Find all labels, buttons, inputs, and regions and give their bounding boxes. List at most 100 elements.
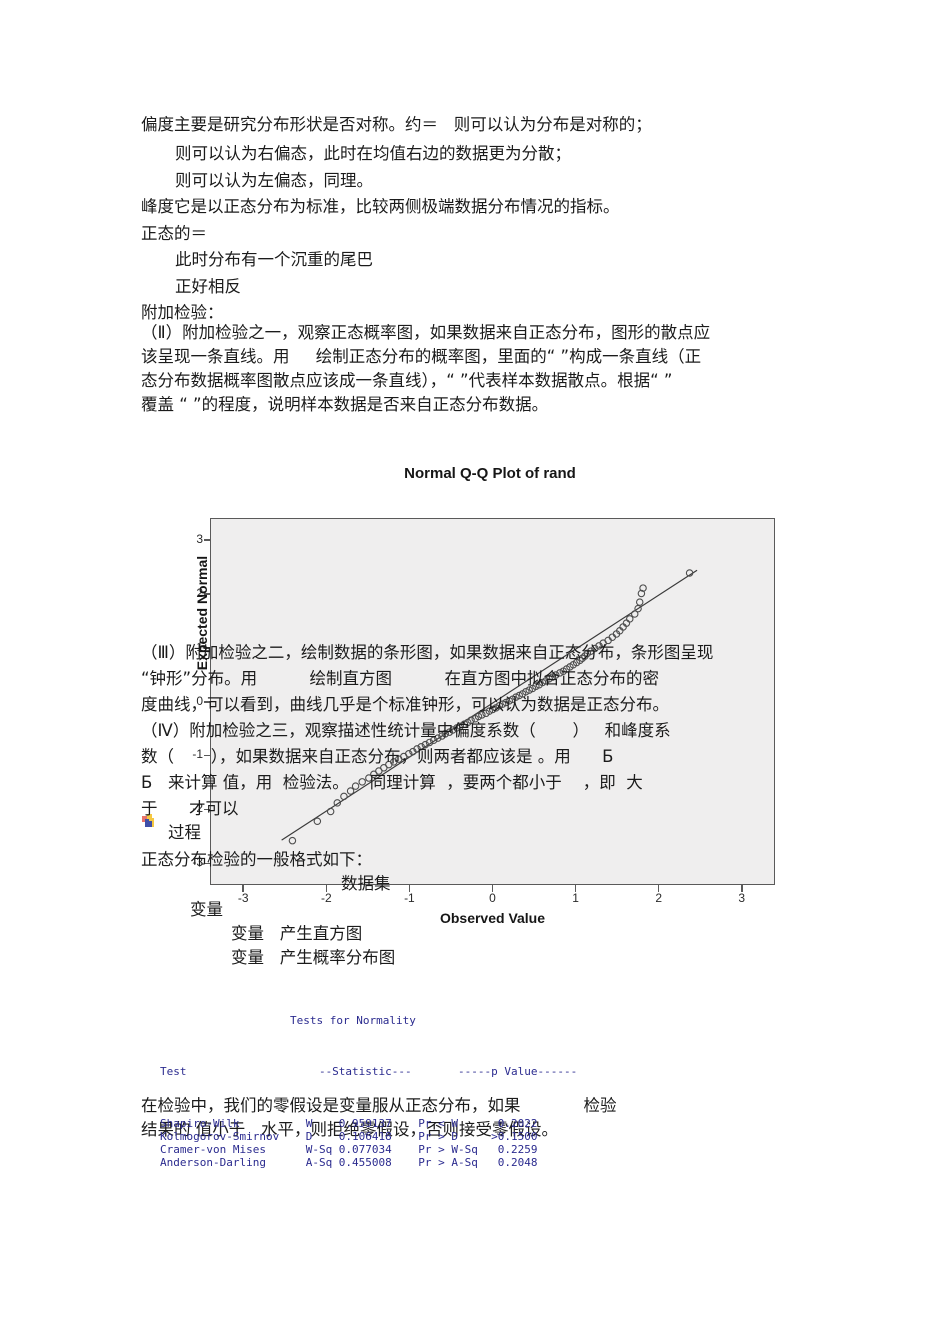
paragraph-p22: 数据集 (341, 874, 391, 893)
paragraph-p2: 则可以认为右偏态，此时在均值右边的数据更为分散； (175, 144, 571, 163)
data-point (635, 598, 644, 606)
paragraph-p1: 偏度主要是研究分布形状是否对称。约＝ 则可以认为分布是对称的； (141, 115, 652, 134)
paragraph-p26: 在检验中，我们的零假设是变量服从正态分布，如果 检验 (141, 1096, 617, 1115)
x-tick-label: 2 (655, 891, 663, 905)
data-point (425, 738, 434, 747)
data-point (421, 740, 430, 749)
data-point (434, 734, 442, 742)
data-point (449, 726, 457, 734)
paragraph-p23: 变量 (190, 900, 223, 919)
y-tick-label: -1 (192, 747, 203, 762)
paragraph-p3: 则可以认为左偏态，同理。 (175, 171, 373, 190)
data-point (365, 774, 373, 782)
data-point (552, 671, 560, 679)
paragraph-p25: 变量 产生概率分布图 (231, 948, 396, 967)
data-point (417, 743, 425, 751)
x-tick-label: 1 (572, 891, 579, 905)
data-point (413, 745, 421, 753)
paragraph-p17: 数（ ），如果数据来自正态分布，则两者都应该是 。用 Б (141, 747, 614, 766)
data-point (441, 730, 450, 738)
y-tick-label: 3 (196, 531, 203, 546)
y-tick-mark (204, 539, 211, 541)
x-tick-label: -3 (237, 891, 249, 905)
chart-icon (142, 814, 154, 827)
data-point (637, 589, 646, 598)
data-point (346, 787, 355, 795)
data-point (630, 610, 639, 618)
paragraph-p4: 峰度它是以正态分布为标准，比较两侧极端数据分布情况的指标。 (141, 197, 620, 216)
data-point (333, 799, 342, 807)
paragraph-p21: 正态分布检验的一般格式如下： (141, 850, 372, 869)
table-row: Shapiro-Wilk W 0.959137 Pr < W 0.2022 (160, 1116, 538, 1130)
x-tick-mark (242, 885, 244, 892)
x-tick-mark (325, 885, 328, 892)
y-tick-mark (204, 701, 211, 703)
y-tick-label: 1 (196, 639, 203, 654)
x-axis-title: Observed Value (439, 910, 546, 926)
y-tick-label: -3 (192, 855, 203, 870)
paragraph-p11: 态分布数据概率图散点应该成一条直线），“ ”代表样本数据散点。根据“ ” (141, 371, 673, 390)
data-point (685, 569, 694, 577)
x-tick-mark (408, 885, 411, 892)
paragraph-p13: （Ⅲ）附加检验之二，绘制数据的条形图，如果数据来自正态分布，条形图呈现 (141, 643, 714, 662)
paragraph-p18: Б 来计算 值，用 检验法。 同理计算 ，要两个都小于 ，即 大 (141, 773, 643, 792)
x-tick-mark (741, 885, 743, 892)
sas-column-headers: Test --Statistic--- -----p Value------ (160, 1065, 578, 1079)
y-tick-mark (204, 593, 211, 595)
paragraph-p27: 结果的 值小于 水平，则拒绝零假设，否则接受零假设。 (141, 1120, 558, 1139)
x-tick-mark (491, 885, 494, 892)
data-point (326, 807, 335, 816)
x-tick-label: 0 (489, 891, 496, 905)
paragraph-p24: 变量 产生直方图 (231, 924, 363, 943)
y-tick-mark (204, 754, 211, 757)
x-tick-label: -1 (404, 891, 415, 905)
y-tick-mark (204, 862, 211, 865)
data-point (639, 584, 647, 592)
tests-for-normality-output: Tests for Normality Test --Statistic--- … (160, 988, 577, 1196)
paragraph-p20: 过程 (168, 823, 201, 842)
plot-area (210, 518, 775, 885)
paragraph-p19: 于 才可以 (141, 799, 239, 818)
normal-qq-plot: Normal Q-Q Plot of rand 3 2 1 0 -1 -2 -3 -3 -2 -… (180, 455, 800, 945)
paragraph-p10: 该呈现一条直线。用 绘制正态分布的概率图，里面的“ ”构成一条直线（正 (141, 347, 702, 366)
paragraph-p6: 此时分布有一个沉重的尾巴 (175, 250, 373, 269)
table-row: Kolmogorov-Smirnov D 0.106418 Pr > D >0.… (160, 1129, 538, 1143)
paragraph-p15: 度曲线，可以看到，曲线几乎是个标准钟形，可以认为数据是正态分布。 (141, 695, 669, 714)
data-point (578, 654, 587, 662)
reference-line (281, 569, 698, 841)
paragraph-p8: 附加检验： (141, 303, 224, 322)
data-point (456, 722, 465, 730)
y-tick-mark (204, 647, 211, 649)
table-row: Cramer-von Mises W-Sq 0.077034 Pr > W-Sq… (160, 1143, 538, 1157)
paragraph-p14: “钟形”分布。用 绘制直方图 在直方图中拟合正态分布的密 (141, 669, 659, 688)
data-point (467, 716, 475, 725)
data-point (340, 792, 348, 801)
data-point (288, 836, 297, 845)
chart-title: Normal Q-Q Plot of rand (404, 465, 576, 482)
y-tick-label: -2 (192, 801, 203, 816)
data-point (351, 782, 360, 790)
sas-rows: Shapiro-Wilk W 0.959137 Pr < W 0.2022 Kol… (160, 1117, 577, 1170)
sas-heading: Tests for Normality (290, 1014, 416, 1028)
data-point (626, 615, 634, 623)
paragraph-p12: 覆盖 “ ”的程度，说明样本数据是否来自正态分布数据。 (141, 395, 549, 414)
paragraph-p9: （Ⅱ）附加检验之一，观察正态概率图，如果数据来自正态分布，图形的散点应 (141, 323, 711, 342)
plot-svg (281, 569, 698, 845)
paragraph-p5: 正态的＝ (141, 224, 207, 243)
paragraph-p7: 正好相反 (175, 277, 241, 296)
data-point (429, 736, 438, 745)
data-point (358, 778, 366, 786)
y-tick-label: 2 (196, 585, 203, 600)
x-tick-mark (574, 885, 577, 892)
y-tick-label: 0 (196, 693, 203, 708)
y-tick-mark (204, 808, 211, 811)
data-point (576, 656, 584, 665)
data-point (478, 711, 486, 719)
table-row: Anderson-Darling A-Sq 0.455008 Pr > A-Sq… (160, 1156, 538, 1170)
x-tick-label: -2 (320, 891, 332, 905)
data-point (405, 750, 413, 758)
data-point (313, 817, 322, 825)
paragraph-p16: （Ⅳ）附加检验之三，观察描述性统计量中偏度系数（ ） 和峰度系 (141, 721, 671, 740)
x-tick-label: 3 (738, 891, 746, 905)
